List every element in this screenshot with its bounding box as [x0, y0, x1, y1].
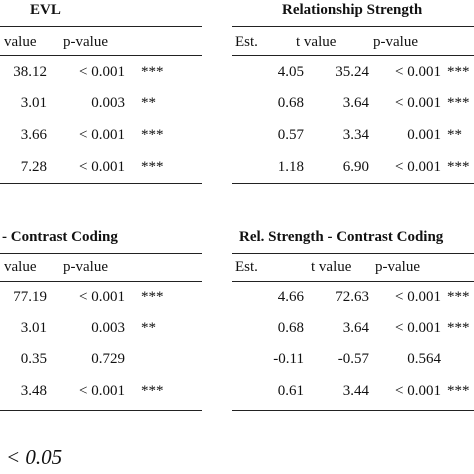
row-significance: **	[141, 95, 156, 111]
bottom-right-header-rule	[232, 281, 474, 282]
row-p-value: 0.564	[407, 351, 441, 367]
row-p-value: < 0.001	[79, 383, 125, 399]
row-t-value: -0.57	[337, 351, 369, 367]
bottom-right-header-pvalue: p-value	[375, 259, 420, 275]
bottom-left-header-value: value	[4, 259, 37, 275]
row-estimate: 4.66	[277, 289, 304, 305]
top-right-header-pvalue: p-value	[373, 34, 418, 50]
row-significance: **	[447, 127, 462, 143]
row-significance: ***	[141, 383, 164, 399]
row-p-value: 0.003	[91, 320, 125, 336]
row-significance: ***	[141, 64, 164, 80]
top-right-header-rule	[232, 55, 474, 56]
row-t-value: 6.90	[342, 159, 369, 175]
row-t-value: 3.48	[20, 383, 47, 399]
row-significance: ***	[447, 95, 470, 111]
footnote: < 0.05	[6, 445, 63, 469]
row-estimate: -0.11	[273, 351, 304, 367]
bottom-right-title-rule	[232, 253, 474, 254]
row-estimate: 4.05	[277, 64, 304, 80]
bottom-right-header-tvalue: t value	[311, 259, 352, 275]
row-t-value: 77.19	[13, 289, 47, 305]
bottom-right-bottom-rule	[232, 410, 474, 411]
top-left-header-rule	[0, 55, 202, 56]
bottom-left-header-pvalue: p-value	[63, 259, 108, 275]
row-t-value: 3.01	[20, 320, 47, 336]
row-p-value: < 0.001	[395, 64, 441, 80]
row-t-value: 3.01	[20, 95, 47, 111]
row-significance: ***	[447, 383, 470, 399]
top-left-header-value: value	[4, 34, 37, 50]
row-t-value: 3.66	[20, 127, 47, 143]
bottom-left-header-rule	[0, 281, 202, 282]
row-p-value: < 0.001	[395, 383, 441, 399]
row-significance: ***	[141, 289, 164, 305]
top-left-bottom-rule	[0, 183, 202, 184]
row-p-value: 0.003	[91, 95, 125, 111]
top-right-header-est: Est.	[235, 34, 258, 50]
bottom-right-header-est: Est.	[235, 259, 258, 275]
row-estimate: 0.61	[277, 383, 304, 399]
row-significance: ***	[447, 289, 470, 305]
row-significance: ***	[141, 159, 164, 175]
row-p-value: < 0.001	[79, 64, 125, 80]
row-t-value: 3.34	[342, 127, 369, 143]
row-estimate: 1.18	[277, 159, 304, 175]
row-p-value: 0.729	[91, 351, 125, 367]
bottom-left-title: - Contrast Coding	[2, 229, 118, 245]
top-right-title-rule	[232, 26, 474, 27]
top-right-bottom-rule	[232, 183, 474, 184]
row-t-value: 3.44	[342, 383, 369, 399]
top-left-title-rule	[0, 26, 202, 27]
row-p-value: < 0.001	[79, 289, 125, 305]
row-estimate: 0.68	[277, 320, 304, 336]
top-left-header-pvalue: p-value	[63, 34, 108, 50]
row-significance: ***	[141, 127, 164, 143]
row-significance: ***	[447, 159, 470, 175]
row-t-value: 3.64	[342, 320, 369, 336]
row-p-value: < 0.001	[79, 127, 125, 143]
row-t-value: 7.28	[20, 159, 47, 175]
top-right-header-tvalue: t value	[296, 34, 337, 50]
row-t-value: 72.63	[335, 289, 369, 305]
row-significance: ***	[447, 320, 470, 336]
row-p-value: 0.001	[407, 127, 441, 143]
row-significance: ***	[447, 64, 470, 80]
top-left-title: EVL	[30, 2, 61, 18]
row-p-value: < 0.001	[395, 95, 441, 111]
bottom-left-bottom-rule	[0, 410, 202, 411]
row-p-value: < 0.001	[79, 159, 125, 175]
bottom-right-title: Rel. Strength - Contrast Coding	[239, 229, 444, 245]
row-p-value: < 0.001	[395, 289, 441, 305]
row-t-value: 3.64	[342, 95, 369, 111]
row-t-value: 0.35	[20, 351, 47, 367]
row-t-value: 38.12	[13, 64, 47, 80]
row-t-value: 35.24	[335, 64, 369, 80]
bottom-left-title-rule	[0, 253, 202, 254]
row-estimate: 0.68	[277, 95, 304, 111]
top-right-title: Relationship Strength	[282, 2, 423, 18]
row-p-value: < 0.001	[395, 159, 441, 175]
row-significance: **	[141, 320, 156, 336]
row-estimate: 0.57	[277, 127, 304, 143]
row-p-value: < 0.001	[395, 320, 441, 336]
